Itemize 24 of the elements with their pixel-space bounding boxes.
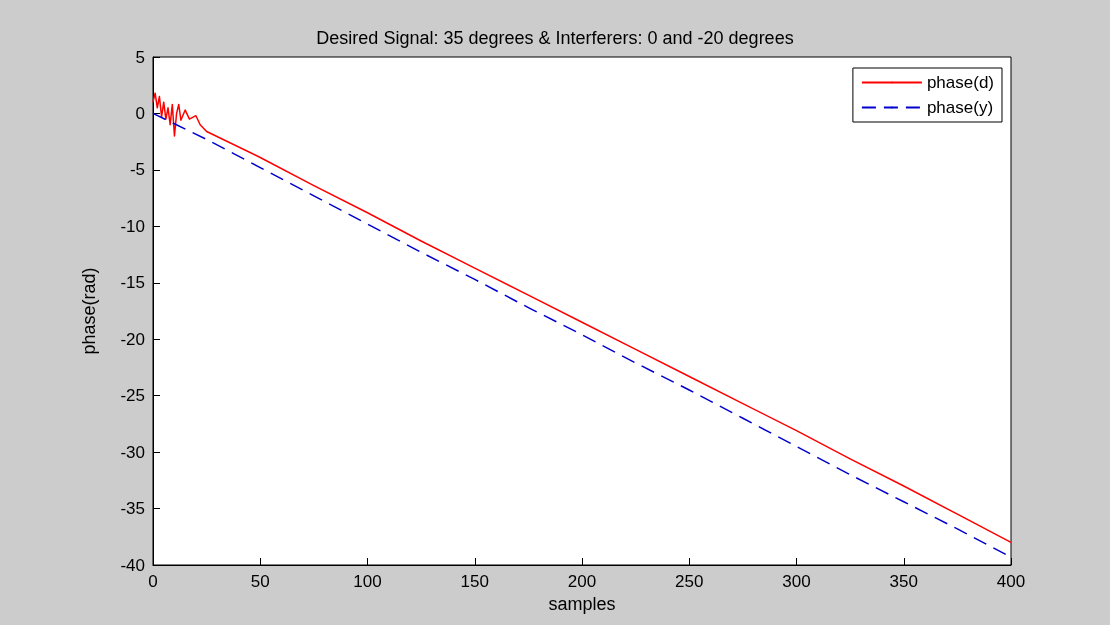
y-tick-label: -15 [120, 273, 145, 293]
x-tick-label: 200 [567, 572, 597, 591]
legend-label: phase(d) [926, 73, 995, 92]
chart-title: Desired Signal: 35 degrees & Interferers: 0 and -20 degrees [316, 28, 794, 48]
x-tick-label: 250 [675, 572, 704, 591]
y-tick-label: -10 [120, 216, 145, 236]
y-tick-label: -20 [120, 329, 145, 349]
y-axis-title: phase(rad) [79, 267, 99, 355]
legend-label: phase(y) [926, 98, 994, 117]
x-tick-label: 400 [996, 572, 1026, 591]
x-tick-label: 100 [353, 572, 382, 591]
y-tick-label: 0 [135, 103, 145, 123]
y-tick-label: -30 [120, 442, 145, 462]
x-tick-label: 350 [889, 572, 918, 591]
y-tick-label: 5 [135, 47, 145, 67]
x-axis-title: samples [548, 593, 616, 614]
x-tick-label: 300 [782, 572, 811, 591]
x-tick-label: 150 [460, 572, 489, 591]
y-tick-label: -5 [129, 160, 145, 180]
y-tick-label: -35 [120, 499, 145, 519]
x-tick-label: 0 [148, 572, 158, 591]
y-tick-label: -25 [120, 386, 145, 406]
x-tick-label: 50 [250, 572, 270, 591]
y-tick-label: -40 [120, 555, 145, 575]
